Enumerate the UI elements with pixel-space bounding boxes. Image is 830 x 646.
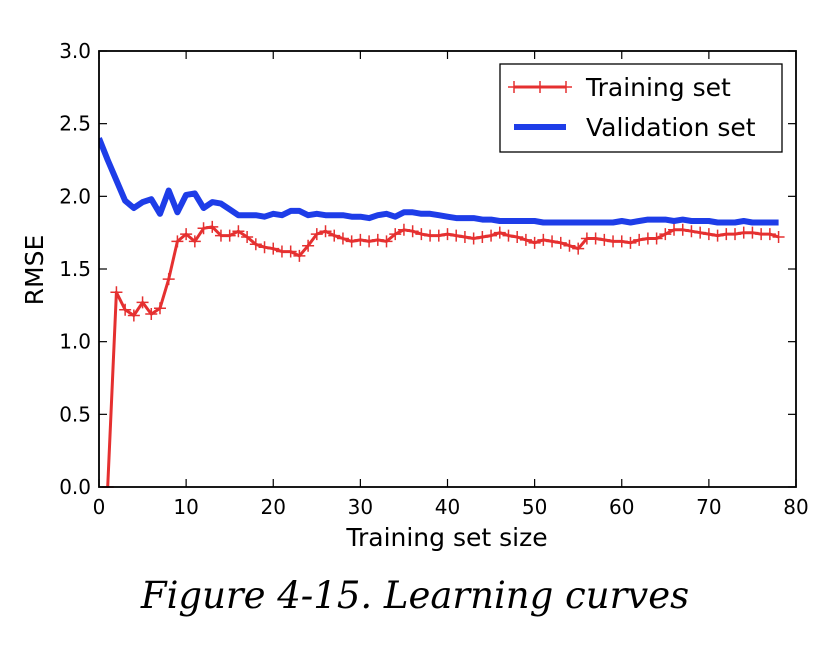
training-point xyxy=(659,228,672,241)
training-point xyxy=(380,235,393,248)
training-point xyxy=(406,225,419,238)
training-point xyxy=(458,231,471,244)
training-point xyxy=(319,225,332,238)
legend-label-validation: Validation set xyxy=(586,113,756,142)
x-axis-label: Training set size xyxy=(345,523,547,552)
training-point xyxy=(537,233,550,246)
training-point xyxy=(685,225,698,238)
training-point xyxy=(310,228,323,241)
training-point xyxy=(258,241,271,254)
training-point xyxy=(450,229,463,242)
training-point xyxy=(136,296,149,309)
training-point xyxy=(345,235,358,248)
training-point xyxy=(223,229,236,242)
training-point xyxy=(633,233,646,246)
training-point xyxy=(624,236,637,249)
training-point xyxy=(493,226,506,239)
training-point xyxy=(763,228,776,241)
x-tick-label: 80 xyxy=(783,495,808,519)
y-tick-label: 1.0 xyxy=(59,330,91,354)
training-point xyxy=(267,242,280,255)
training-point xyxy=(563,239,576,252)
legend-box xyxy=(499,63,783,153)
x-tick-label: 20 xyxy=(261,495,286,519)
training-point xyxy=(127,309,140,322)
training-point xyxy=(188,235,201,248)
training-point xyxy=(432,229,445,242)
training-point xyxy=(650,232,663,245)
y-tick-label: 3.0 xyxy=(59,39,91,63)
training-point xyxy=(511,231,524,244)
training-point xyxy=(502,229,515,242)
training-point xyxy=(485,229,498,242)
legend: Training set Validation set xyxy=(499,63,783,153)
training-point xyxy=(389,228,402,241)
training-point xyxy=(746,226,759,239)
training-point xyxy=(171,235,184,248)
training-point xyxy=(110,286,123,299)
validation-series-line xyxy=(99,137,779,226)
training-point xyxy=(572,242,585,255)
training-point xyxy=(519,233,532,246)
x-tick-label: 60 xyxy=(609,495,634,519)
y-tick-label: 2.0 xyxy=(59,184,91,208)
training-point xyxy=(467,232,480,245)
training-point xyxy=(336,232,349,245)
x-tick-label: 50 xyxy=(522,495,547,519)
training-point xyxy=(354,233,367,246)
y-tick-label: 0.0 xyxy=(59,475,91,499)
training-point xyxy=(241,231,254,244)
training-point xyxy=(676,223,689,236)
training-point xyxy=(528,236,541,249)
x-tick-label: 30 xyxy=(348,495,373,519)
y-tick-label: 0.5 xyxy=(59,402,91,426)
training-point xyxy=(589,232,602,245)
training-point xyxy=(694,226,707,239)
y-tick-label: 2.5 xyxy=(59,112,91,136)
legend-marker-training-1 xyxy=(508,81,520,93)
training-point xyxy=(206,220,219,233)
training-point xyxy=(197,222,210,235)
training-point xyxy=(363,235,376,248)
training-point xyxy=(293,249,306,262)
training-point xyxy=(153,302,166,315)
training-point xyxy=(615,235,628,248)
training-point xyxy=(249,238,262,251)
training-point xyxy=(302,239,315,252)
training-point xyxy=(371,233,384,246)
training-point xyxy=(328,229,341,242)
learning-curves-chart: 0 10 20 30 40 50 60 70 80 0.0 0.5 1.0 1.5 2.0 2.5 3.0 T… xyxy=(20,39,809,552)
training-point xyxy=(546,235,559,248)
figure-caption: Figure 4-15. Learning curves xyxy=(140,574,690,617)
legend-label-training: Training set xyxy=(585,73,731,102)
training-point xyxy=(284,245,297,258)
training-point xyxy=(180,228,193,241)
x-tick-label: 70 xyxy=(696,495,721,519)
y-axis-label: RMSE xyxy=(20,235,49,306)
training-point xyxy=(476,231,489,244)
x-tick-label: 0 xyxy=(93,495,106,519)
ticks-layer: 0 10 20 30 40 50 60 70 80 0.0 0.5 1.0 1.5 2.0 2.5 3.0 xyxy=(59,39,809,519)
training-point xyxy=(711,229,724,242)
x-tick-label: 10 xyxy=(173,495,198,519)
training-point xyxy=(554,236,567,249)
training-point xyxy=(145,308,158,321)
training-point xyxy=(598,233,611,246)
training-point xyxy=(119,303,132,316)
y-tick-label: 1.5 xyxy=(59,257,91,281)
x-tick-label: 40 xyxy=(435,495,460,519)
training-point xyxy=(702,228,715,241)
training-point xyxy=(397,223,410,236)
series-layer xyxy=(99,137,785,488)
legend-marker-training-2 xyxy=(534,81,546,93)
legend-marker-training-3 xyxy=(560,81,572,93)
training-point xyxy=(415,228,428,241)
training-point xyxy=(162,273,175,286)
training-point xyxy=(772,231,785,244)
training-point xyxy=(441,228,454,241)
training-point xyxy=(232,225,245,238)
training-point xyxy=(729,228,742,241)
